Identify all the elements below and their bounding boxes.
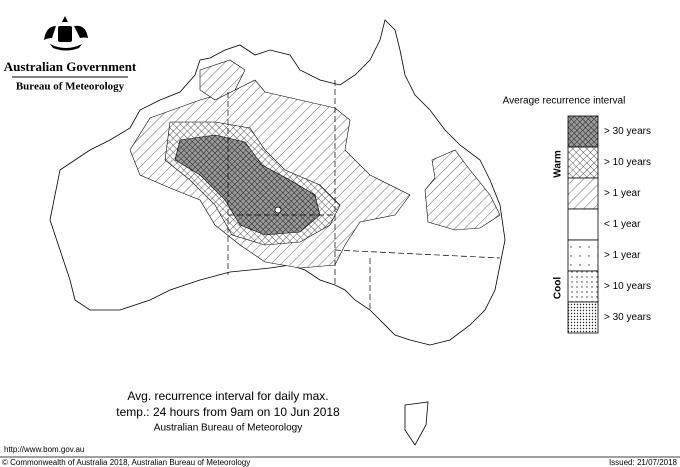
legend-label: > 1 year [604, 250, 641, 261]
legend-label: > 10 years [604, 281, 651, 292]
legend-label: > 1 year [604, 188, 641, 199]
legend-swatch [567, 208, 599, 241]
legend-swatch [567, 270, 599, 303]
legend: > 30 years > 10 years > 1 year < 1 year > 1 … [567, 115, 651, 334]
legend-swatch [567, 239, 599, 272]
legend-swatch [567, 146, 599, 179]
legend-title: Average recurrence interval [503, 96, 626, 107]
caption-line: Australian Bureau of Meteorology [154, 423, 302, 434]
government-name: Australian Government [4, 59, 137, 74]
legend-swatch [567, 177, 599, 210]
bureau-name: Bureau of Meteorology [16, 81, 125, 93]
footer-copyright: © Commonwealth of Australia 2018, Austra… [2, 458, 250, 467]
legend-swatch [567, 115, 599, 148]
footer-issued: Issued: 21/07/2018 [609, 458, 678, 467]
caption-line: temp.: 24 hours from 9am on 10 Jun 2018 [116, 405, 340, 419]
legend-label: > 30 years [604, 126, 651, 137]
caption-line: Avg. recurrence interval for daily max. [127, 389, 328, 403]
footer-url: http://www.bom.gov.au [4, 445, 84, 454]
australia-map [49, 19, 506, 446]
legend-swatch [567, 301, 599, 334]
legend-label: > 10 years [604, 157, 651, 168]
legend-group-label: Cool [553, 277, 564, 299]
legend-label: > 30 years [604, 312, 651, 323]
coat-of-arms [44, 16, 88, 51]
legend-group-label: Warm [553, 150, 564, 178]
legend-label: < 1 year [604, 219, 641, 230]
